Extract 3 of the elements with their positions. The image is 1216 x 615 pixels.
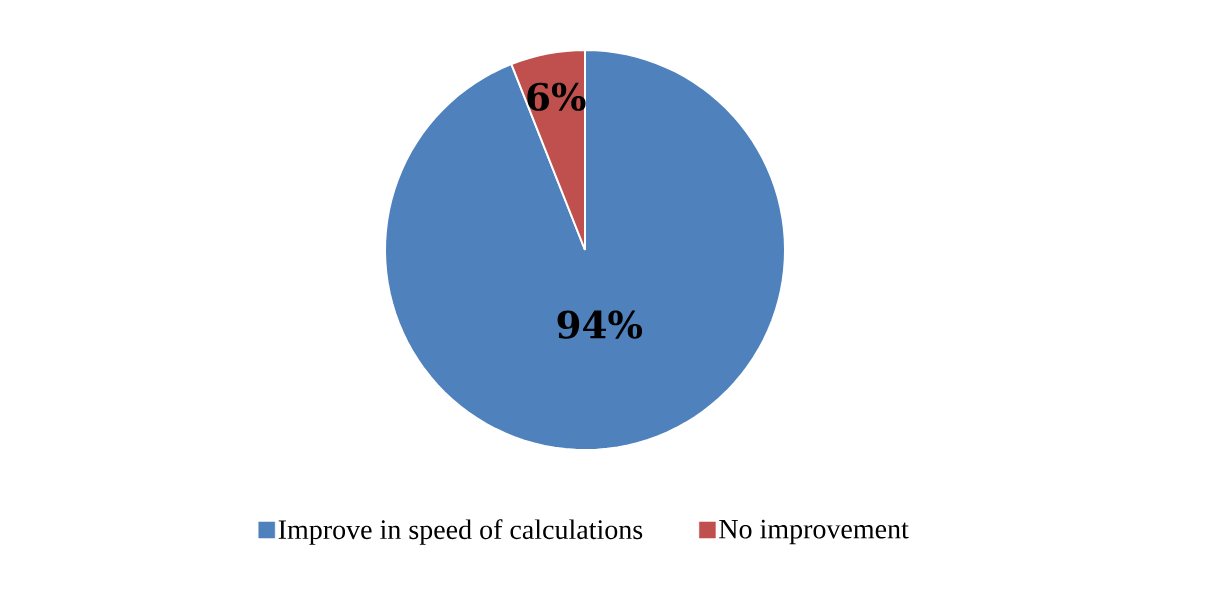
legend-label: No improvement [719,519,909,545]
legend-label: Improve in speed of calculations [278,519,643,545]
data-label: 94% [557,310,643,339]
